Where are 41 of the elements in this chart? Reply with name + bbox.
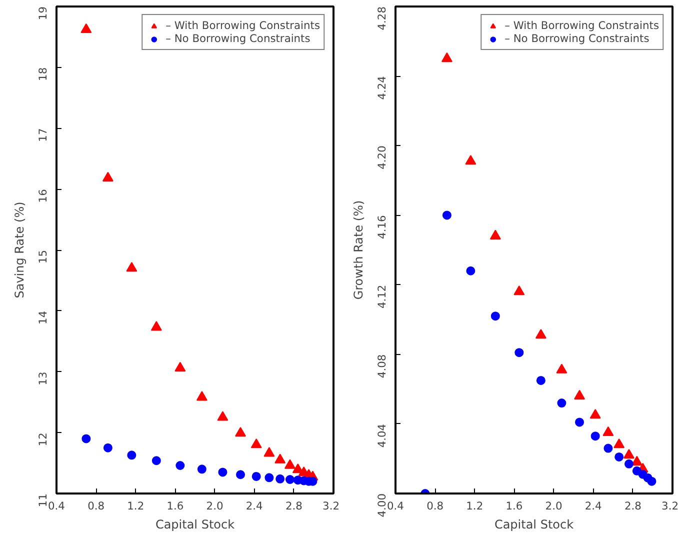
y-tick-label: 12 <box>36 432 50 446</box>
y-tick-label: 4.12 <box>376 284 388 309</box>
y-tick-label: 4.20 <box>376 145 388 170</box>
x-tick-label: 1.6 <box>166 500 184 512</box>
legend-label: – With Borrowing Constraints <box>166 19 320 32</box>
x-axis-title: Capital Stock <box>155 518 235 532</box>
y-tick-label: 4.04 <box>376 424 388 448</box>
x-tick-label: 0.8 <box>88 500 105 512</box>
y-tick-label: 4.28 <box>376 6 388 30</box>
x-tick-label: 3.2 <box>322 500 340 512</box>
y-tick-label: 15 <box>36 250 50 264</box>
y-tick-label: 11 <box>36 493 50 508</box>
y-axis-title: Growth Rate (%) <box>352 200 366 300</box>
x-tick-label: 2.8 <box>285 500 303 512</box>
x-tick-label: 1.2 <box>127 500 144 512</box>
y-tick-label: 14 <box>36 310 50 324</box>
legend-label: – No Borrowing Constraints <box>504 32 650 45</box>
x-tick-label: 2.0 <box>545 500 562 512</box>
x-tick-label: 0.4 <box>387 500 404 512</box>
y-tick-label: 4.16 <box>376 214 388 239</box>
y-tick-label: 13 <box>36 372 50 386</box>
x-tick-label: 2.0 <box>206 500 224 512</box>
y-tick-label: 4.00 <box>376 493 388 518</box>
y-tick-label: 4.24 <box>376 76 388 100</box>
x-tick-label: 2.8 <box>624 500 642 512</box>
x-axis-title: Capital Stock <box>494 518 574 532</box>
legend-label: – No Borrowing Constraints <box>166 32 310 45</box>
x-tick-label: 1.6 <box>506 500 523 512</box>
y-tick-label: 16 <box>36 188 50 203</box>
x-tick-label: 3.2 <box>662 500 678 512</box>
y-tick-label: 4.08 <box>376 354 388 378</box>
x-tick-label: 2.4 <box>246 500 264 512</box>
legend-label: – With Borrowing Constraints <box>504 19 659 32</box>
x-tick-label: 2.4 <box>584 500 602 512</box>
y-tick-label: 18 <box>36 67 50 81</box>
x-tick-label: 1.2 <box>466 500 484 512</box>
x-tick-label: 0.4 <box>48 500 66 512</box>
y-tick-label: 19 <box>36 6 50 20</box>
x-tick-label: 0.8 <box>426 500 444 512</box>
y-tick-label: 17 <box>36 128 50 142</box>
y-axis-title: Saving Rate (%) <box>12 202 26 298</box>
